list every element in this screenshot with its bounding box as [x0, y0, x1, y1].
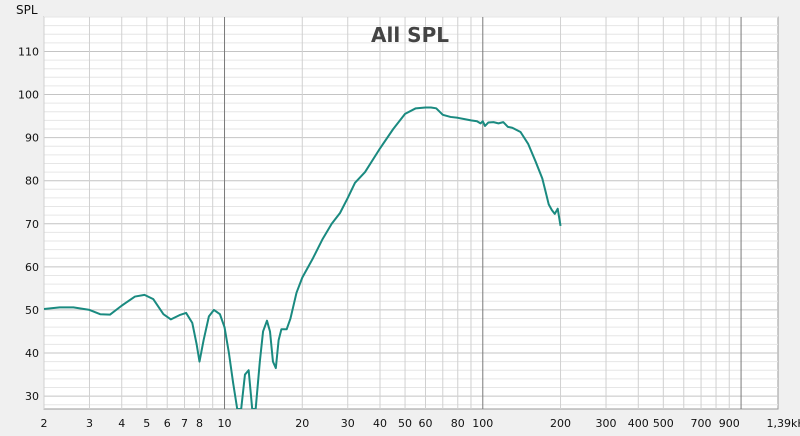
x-tick-label: 80 [451, 417, 465, 430]
x-tick-label: 700 [691, 417, 712, 430]
y-tick-label: 30 [25, 390, 39, 403]
y-tick-label: 60 [25, 261, 39, 274]
x-tick-label: 5 [143, 417, 150, 430]
plot-background [43, 16, 779, 410]
x-tick-label: 500 [653, 417, 674, 430]
y-tick-label: 40 [25, 347, 39, 360]
y-tick-label: 100 [18, 89, 39, 102]
x-tick-label: 900 [719, 417, 740, 430]
x-tick-label: 4 [118, 417, 125, 430]
x-tick-label: 200 [550, 417, 571, 430]
x-tick-label: 7 [181, 417, 188, 430]
x-tick-label: 6 [164, 417, 171, 430]
y-tick-labels: 30 40 50 60 70 80 90 100 110 [18, 45, 39, 403]
x-tick-label: 60 [418, 417, 432, 430]
y-tick-label: 90 [25, 132, 39, 145]
x-tick-label: 50 [398, 417, 412, 430]
x-tick-label: 20 [295, 417, 309, 430]
spl-series-line [44, 106, 562, 409]
x-tick-label: 1,39kHz [767, 417, 800, 430]
y-axis-label: SPL [16, 3, 38, 17]
y-tick-label: 50 [25, 304, 39, 317]
series-layer [44, 106, 562, 409]
y-tick-label: 80 [25, 175, 39, 188]
x-tick-label: 30 [341, 417, 355, 430]
y-tick-label: 70 [25, 218, 39, 231]
grid-lines [43, 16, 778, 409]
x-tick-label: 40 [373, 417, 387, 430]
x-tick-label: 10 [218, 417, 232, 430]
y-tick-label: 110 [18, 45, 39, 58]
x-tick-label: 8 [196, 417, 203, 430]
x-tick-label: 2 [41, 417, 48, 430]
x-tick-label: 300 [596, 417, 617, 430]
x-tick-label: 100 [472, 417, 493, 430]
x-tick-label: 400 [628, 417, 649, 430]
x-tick-label: 3 [86, 417, 93, 430]
chart-title: All SPL [371, 23, 449, 47]
x-tick-labels: 2 3 4 5 6 7 8 10 20 30 40 50 60 80 100 200 300 400 500 700 9… [41, 417, 800, 430]
